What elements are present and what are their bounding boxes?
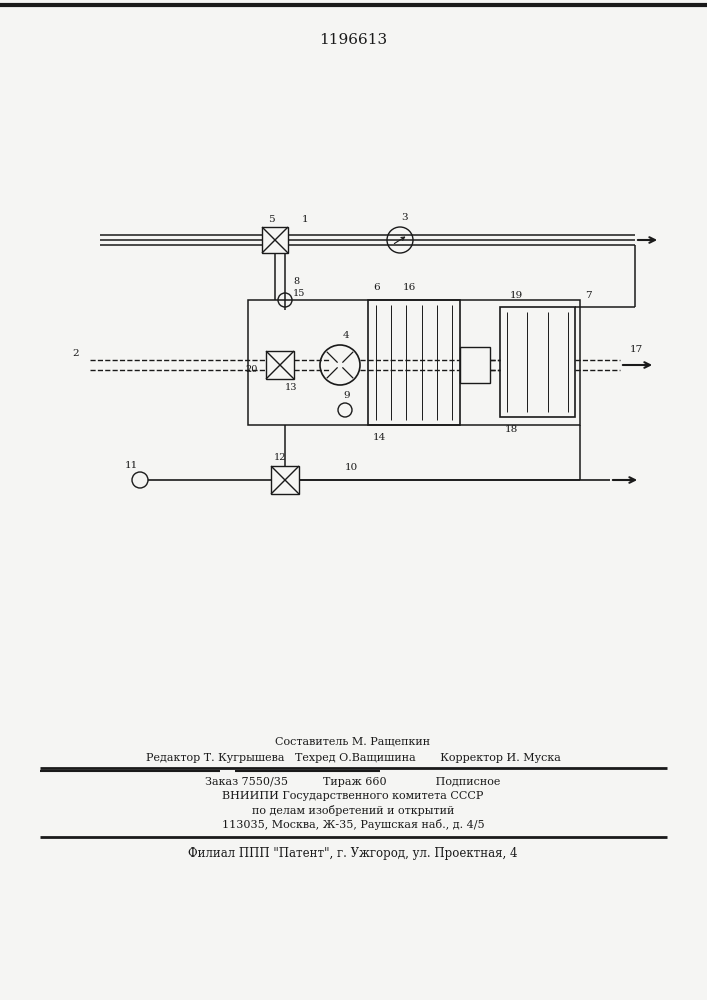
Text: по делам изобретений и открытий: по делам изобретений и открытий [252, 804, 454, 816]
Text: 12: 12 [274, 454, 286, 462]
Bar [266, 351, 294, 379]
Text: 1: 1 [302, 216, 308, 225]
Text: 10: 10 [345, 464, 358, 473]
Bar [271, 466, 299, 494]
Bar [460, 347, 490, 383]
Text: Составитель М. Ращепкин: Составитель М. Ращепкин [276, 737, 431, 747]
Text: 20: 20 [245, 365, 257, 374]
Text: 6: 6 [373, 284, 380, 292]
Text: 1196613: 1196613 [319, 33, 387, 47]
Text: 3: 3 [402, 214, 409, 223]
Text: 5: 5 [268, 216, 274, 225]
Text: 19: 19 [510, 290, 523, 300]
Text: Филиал ППП "Патент", г. Ужгород, ул. Проектная, 4: Филиал ППП "Патент", г. Ужгород, ул. Про… [188, 846, 518, 859]
Bar [500, 307, 575, 417]
Text: 2: 2 [72, 349, 78, 358]
Text: 17: 17 [630, 346, 643, 355]
Text: 16: 16 [403, 284, 416, 292]
Text: 15: 15 [293, 290, 305, 298]
Text: 4: 4 [343, 330, 350, 340]
Text: ВНИИПИ Государственного комитета СССР: ВНИИПИ Государственного комитета СССР [222, 791, 484, 801]
Text: 7: 7 [585, 290, 592, 300]
Text: 8: 8 [293, 277, 299, 286]
Text: 113035, Москва, Ж-35, Раушская наб., д. 4/5: 113035, Москва, Ж-35, Раушская наб., д. … [222, 818, 484, 830]
Text: 14: 14 [373, 432, 386, 442]
Text: Заказ 7550/35          Тираж 660              Подписное: Заказ 7550/35 Тираж 660 Подписное [205, 777, 501, 787]
Text: 13: 13 [285, 382, 298, 391]
Bar [248, 300, 580, 425]
Text: Редактор Т. Кугрышева   Техред О.Ващишина       Корректор И. Муска: Редактор Т. Кугрышева Техред О.Ващишина … [146, 753, 561, 763]
Bar [262, 227, 288, 253]
Bar [368, 300, 460, 425]
Text: 11: 11 [125, 460, 139, 470]
Text: 18: 18 [505, 424, 518, 434]
Text: 9: 9 [343, 390, 350, 399]
